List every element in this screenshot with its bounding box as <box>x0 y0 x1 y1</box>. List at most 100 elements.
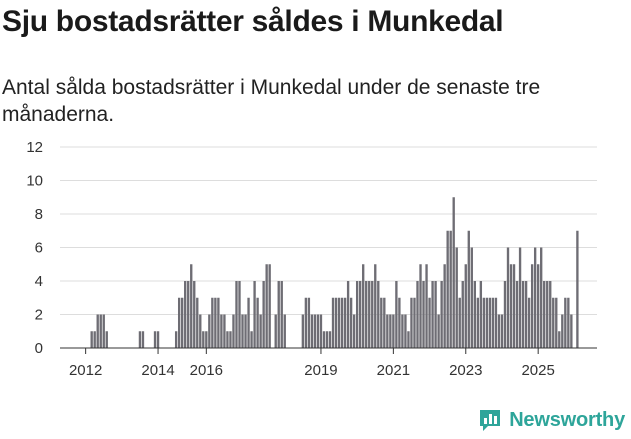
bar-2015-04 <box>196 297 199 348</box>
bar-2024-06 <box>527 297 531 348</box>
bar-2022-08 <box>461 281 464 348</box>
bar-2021-03 <box>410 297 413 348</box>
bar-2017-06 <box>274 314 277 348</box>
bar-2012-10 <box>105 331 108 348</box>
bar-2023-07 <box>494 297 498 348</box>
bar-2023-08 <box>497 314 501 348</box>
bar-2025-01 <box>549 281 552 348</box>
bar-2024-03 <box>518 247 522 348</box>
bar-2018-08 <box>316 314 320 348</box>
y-tick-label-12: 12 <box>26 139 43 156</box>
bar-2013-10 <box>141 331 145 348</box>
bar-2020-04 <box>377 281 380 348</box>
bar-2024-10 <box>540 247 543 348</box>
bar-2020-09 <box>392 314 395 348</box>
bar-2016-01 <box>223 314 226 348</box>
bar-2024-11 <box>543 281 546 348</box>
bar-2022-10 <box>467 230 470 348</box>
bar-2016-05 <box>235 281 238 348</box>
bar-2019-09 <box>355 281 359 348</box>
bar-2024-12 <box>546 281 549 348</box>
bar-2017-07 <box>277 281 280 348</box>
bar-2023-05 <box>488 297 492 348</box>
bar-2019-01 <box>331 297 335 348</box>
bar-2019-05 <box>343 297 347 348</box>
bar-2021-05 <box>416 281 419 348</box>
bar-2014-11 <box>181 297 184 348</box>
bar-2015-06 <box>202 331 205 348</box>
bar-2024-07 <box>530 264 534 348</box>
bar-2018-06 <box>310 314 314 348</box>
bar-2019-12 <box>365 281 368 348</box>
bar-2020-12 <box>401 314 404 348</box>
bar-2021-07 <box>422 281 425 348</box>
bar-2023-10 <box>503 281 507 348</box>
bar-2018-07 <box>313 314 317 348</box>
bar-2018-04 <box>304 297 308 348</box>
bar-2016-07 <box>241 314 244 348</box>
y-tick-label-10: 10 <box>26 173 43 190</box>
bar-2021-10 <box>431 281 434 348</box>
bar-2015-07 <box>205 331 208 348</box>
data-labels: 7 <box>585 0 593 4</box>
bar-2012-07 <box>96 314 99 348</box>
bar-2020-02 <box>371 281 374 348</box>
y-axis: 0 2 4 6 8 10 12 <box>26 139 43 357</box>
bar-2024-08 <box>533 247 537 348</box>
bar-2018-03 <box>301 314 305 348</box>
bar-2022-02 <box>443 264 446 348</box>
bar-2012-08 <box>99 314 102 348</box>
bar-2025-07 <box>567 297 570 348</box>
bar-2021-04 <box>413 297 416 348</box>
bar-2022-05 <box>452 197 455 348</box>
x-tick-label-2021: 2021 <box>377 362 410 379</box>
bar-2016-09 <box>247 297 250 348</box>
bar-2016-12 <box>256 297 259 348</box>
bar-2015-02 <box>190 264 193 348</box>
bar-2016-04 <box>232 314 235 348</box>
bar-2022-01 <box>440 281 443 348</box>
bar-2017-09 <box>283 314 286 348</box>
bar-2020-01 <box>368 281 371 348</box>
bar-2015-10 <box>214 297 217 348</box>
bar-2019-10 <box>359 281 362 348</box>
bar-2023-01 <box>476 297 480 348</box>
newsworthy-logo[interactable]: Newsworthy <box>477 405 625 435</box>
bar-2019-06 <box>346 281 350 348</box>
bar-2017-02 <box>262 281 265 348</box>
bar-2020-08 <box>389 314 392 348</box>
bar-2019-11 <box>362 264 365 348</box>
brand-name: Newsworthy <box>509 408 625 431</box>
bar-2015-03 <box>193 281 196 348</box>
bar-2023-03 <box>482 297 486 348</box>
bar-2022-09 <box>464 264 467 348</box>
bar-2016-03 <box>229 331 232 348</box>
bar-2017-03 <box>265 264 268 348</box>
bar-2024-04 <box>521 281 525 348</box>
bar-2017-08 <box>280 281 283 348</box>
y-tick-label-6: 6 <box>35 240 43 257</box>
x-tick-label-2016: 2016 <box>190 362 223 379</box>
bar-2021-11 <box>434 281 437 348</box>
bar-2024-01 <box>512 264 516 348</box>
bar-2021-09 <box>428 297 431 348</box>
bar-2025-08 <box>570 314 573 348</box>
bar-2016-10 <box>250 331 253 348</box>
bar-2023-06 <box>491 297 495 348</box>
bar-2021-02 <box>407 331 410 348</box>
bar-2020-07 <box>386 314 389 348</box>
bar-2018-09 <box>319 314 323 348</box>
bar-2020-03 <box>374 264 377 348</box>
x-tick-label-2014: 2014 <box>141 362 174 379</box>
bar-2019-03 <box>337 297 341 348</box>
data-label-highlight: 7 <box>585 0 593 4</box>
y-tick-label-8: 8 <box>35 206 43 223</box>
bar-2022-07 <box>458 297 461 348</box>
bar-2023-12 <box>509 264 513 348</box>
bar-2016-02 <box>226 331 229 348</box>
bar-2023-04 <box>485 297 489 348</box>
bar-2022-03 <box>446 230 449 348</box>
bar-2017-04 <box>268 264 271 348</box>
bar-2020-11 <box>398 297 401 348</box>
